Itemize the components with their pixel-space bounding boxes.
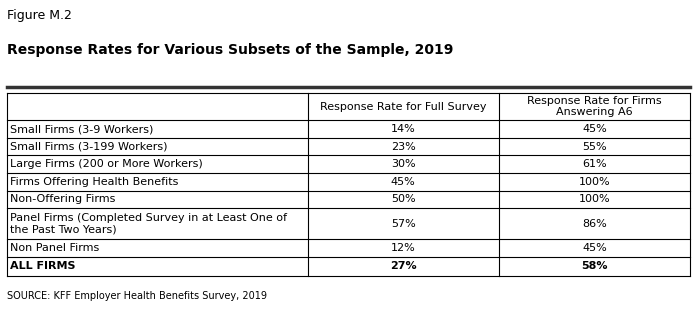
- Text: Firms Offering Health Benefits: Firms Offering Health Benefits: [10, 177, 179, 187]
- Text: 30%: 30%: [391, 159, 415, 169]
- Text: 45%: 45%: [391, 177, 415, 187]
- Text: 86%: 86%: [582, 219, 607, 228]
- Text: 100%: 100%: [579, 194, 610, 204]
- Text: ALL FIRMS: ALL FIRMS: [10, 261, 76, 271]
- Text: Small Firms (3-199 Workers): Small Firms (3-199 Workers): [10, 142, 168, 152]
- Text: Non-Offering Firms: Non-Offering Firms: [10, 194, 116, 204]
- Text: Figure M.2: Figure M.2: [7, 9, 72, 22]
- Text: 100%: 100%: [579, 177, 610, 187]
- Text: 23%: 23%: [391, 142, 415, 152]
- Text: 57%: 57%: [391, 219, 415, 228]
- Text: 58%: 58%: [581, 261, 608, 271]
- Text: Panel Firms (Completed Survey in at Least One of
the Past Two Years): Panel Firms (Completed Survey in at Leas…: [10, 213, 287, 234]
- Text: Large Firms (200 or More Workers): Large Firms (200 or More Workers): [10, 159, 204, 169]
- Text: 55%: 55%: [582, 142, 606, 152]
- Text: 14%: 14%: [391, 124, 415, 134]
- Text: 45%: 45%: [582, 243, 607, 253]
- Text: Non Panel Firms: Non Panel Firms: [10, 243, 100, 253]
- Text: 61%: 61%: [582, 159, 606, 169]
- Text: 12%: 12%: [391, 243, 415, 253]
- Text: Response Rate for Full Survey: Response Rate for Full Survey: [320, 102, 487, 112]
- Text: Response Rate for Firms
Answering A6: Response Rate for Firms Answering A6: [527, 96, 661, 117]
- Text: SOURCE: KFF Employer Health Benefits Survey, 2019: SOURCE: KFF Employer Health Benefits Sur…: [7, 291, 267, 301]
- Text: 45%: 45%: [582, 124, 607, 134]
- Text: 27%: 27%: [390, 261, 416, 271]
- Text: 50%: 50%: [391, 194, 415, 204]
- Text: Response Rates for Various Subsets of the Sample, 2019: Response Rates for Various Subsets of th…: [7, 43, 453, 57]
- Text: Small Firms (3-9 Workers): Small Firms (3-9 Workers): [10, 124, 154, 134]
